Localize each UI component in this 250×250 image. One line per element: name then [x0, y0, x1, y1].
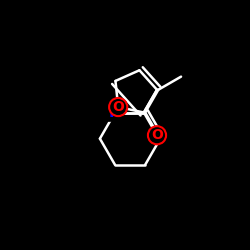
Text: N: N — [109, 105, 122, 120]
Text: O: O — [112, 100, 124, 114]
Text: O: O — [151, 128, 163, 142]
